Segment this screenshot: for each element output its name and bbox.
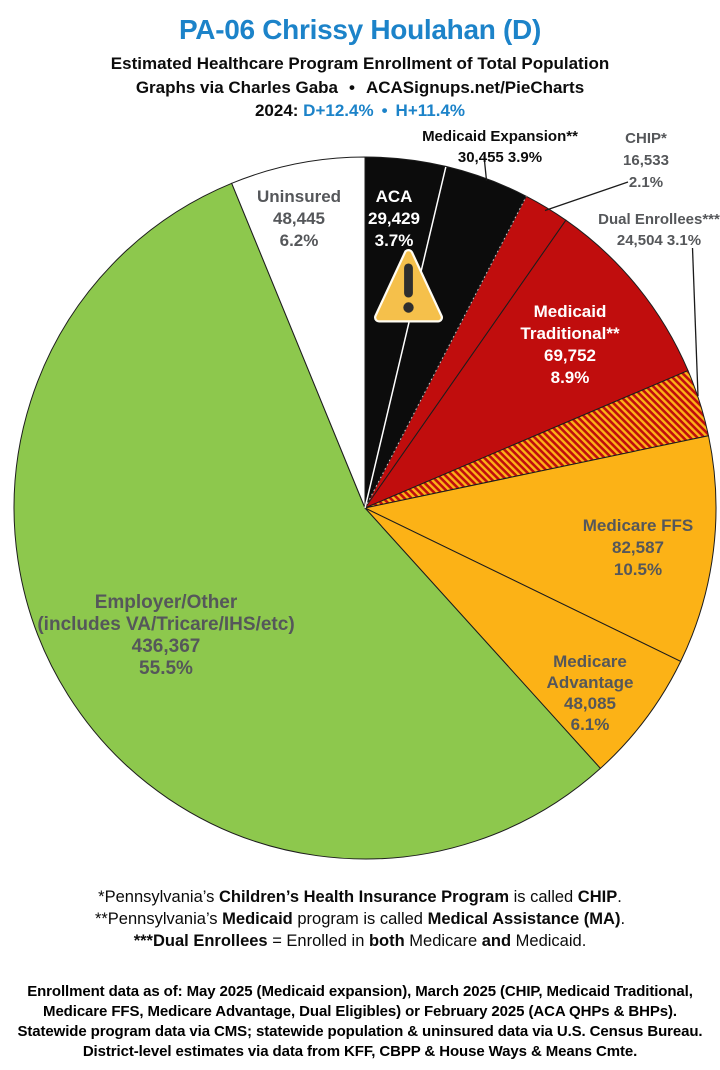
year-label: 2024: (254, 101, 299, 120)
warning-icon (374, 249, 443, 323)
source-line: Medicare FFS, Medicare Advantage, Dual E… (43, 1003, 677, 1020)
bullet-separator: • (381, 101, 388, 120)
pie-wedges (13, 156, 717, 860)
bullet-separator: • (349, 78, 355, 97)
label-medicaid-expansion: Medicaid Expansion** 30,455 3.9% (422, 128, 578, 166)
label-employer-other: Employer/Other (includes VA/Tricare/IHS/… (37, 592, 295, 679)
leader-line-chip (544, 181, 629, 212)
footnote-medicaid: **Pennsylvania’s Medicaid program is cal… (94, 910, 626, 928)
source-line: District-level estimates via data from K… (82, 1043, 638, 1060)
pie-slice-medicare-ffs (364, 435, 717, 662)
source-line: Enrollment data as of: May 2025 (Medicai… (27, 983, 693, 1000)
leader-line-medicaid-expansion (483, 155, 488, 181)
divider-expansion-chip (364, 196, 527, 509)
pie-slice-employer-other (13, 182, 601, 860)
page-title: PA-06 Chrissy Houlahan (D) (179, 14, 541, 45)
pie-slice-medicaid-traditional (364, 219, 689, 509)
lean-d-value: D+12.4% (303, 101, 374, 120)
label-medicare-ffs: Medicare FFS 82,587 10.5% (582, 516, 694, 579)
data-source-notes: Enrollment data as of: May 2025 (Medicai… (0, 982, 720, 1062)
label-medicaid-traditional: Medicaid Traditional** 69,752 8.9% (520, 302, 620, 387)
lean-h-value: H+11.4% (395, 101, 466, 120)
source-line: Statewide program data via CMS; statewid… (17, 1023, 703, 1040)
label-aca: ACA 29,429 3.7% (368, 187, 420, 250)
pie-slice-uninsured (231, 156, 366, 509)
divider-aca-expansion (364, 166, 447, 509)
leader-line-dual-enrollees (691, 247, 699, 397)
label-dual-enrollees: Dual Enrollees*** 24,504 3.1% (598, 211, 720, 249)
footnotes: *Pennsylvania’s Children’s Health Insura… (0, 886, 720, 952)
pie-slice-medicare-advantage (364, 507, 682, 769)
credit-site: ACASignups.net/PieCharts (365, 78, 585, 97)
label-uninsured: Uninsured 48,445 6.2% (256, 187, 342, 250)
chart-subtitle: Estimated Healthcare Program Enrollment … (110, 54, 610, 73)
label-chip: CHIP* 16,533 2.1% (623, 130, 669, 191)
footnote-chip: *Pennsylvania’s Children’s Health Insura… (98, 888, 622, 906)
credit-author: Graphs via Charles Gaba (135, 78, 339, 97)
chart-credit: Graphs via Charles Gaba • ACASignups.net/P… (0, 76, 720, 100)
footnote-dual: ***Dual Enrollees = Enrolled in both Med… (133, 932, 587, 950)
partisan-lean-line: 2024: D+12.4% • H+11.4% (0, 99, 720, 123)
label-medicare-advantage: Medicare Advantage 48,085 6.1% (546, 652, 634, 734)
